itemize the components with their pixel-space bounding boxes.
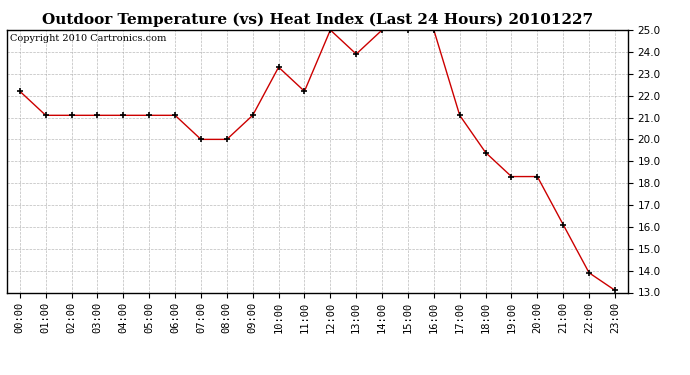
Text: Copyright 2010 Cartronics.com: Copyright 2010 Cartronics.com (10, 34, 166, 43)
Title: Outdoor Temperature (vs) Heat Index (Last 24 Hours) 20101227: Outdoor Temperature (vs) Heat Index (Las… (42, 13, 593, 27)
